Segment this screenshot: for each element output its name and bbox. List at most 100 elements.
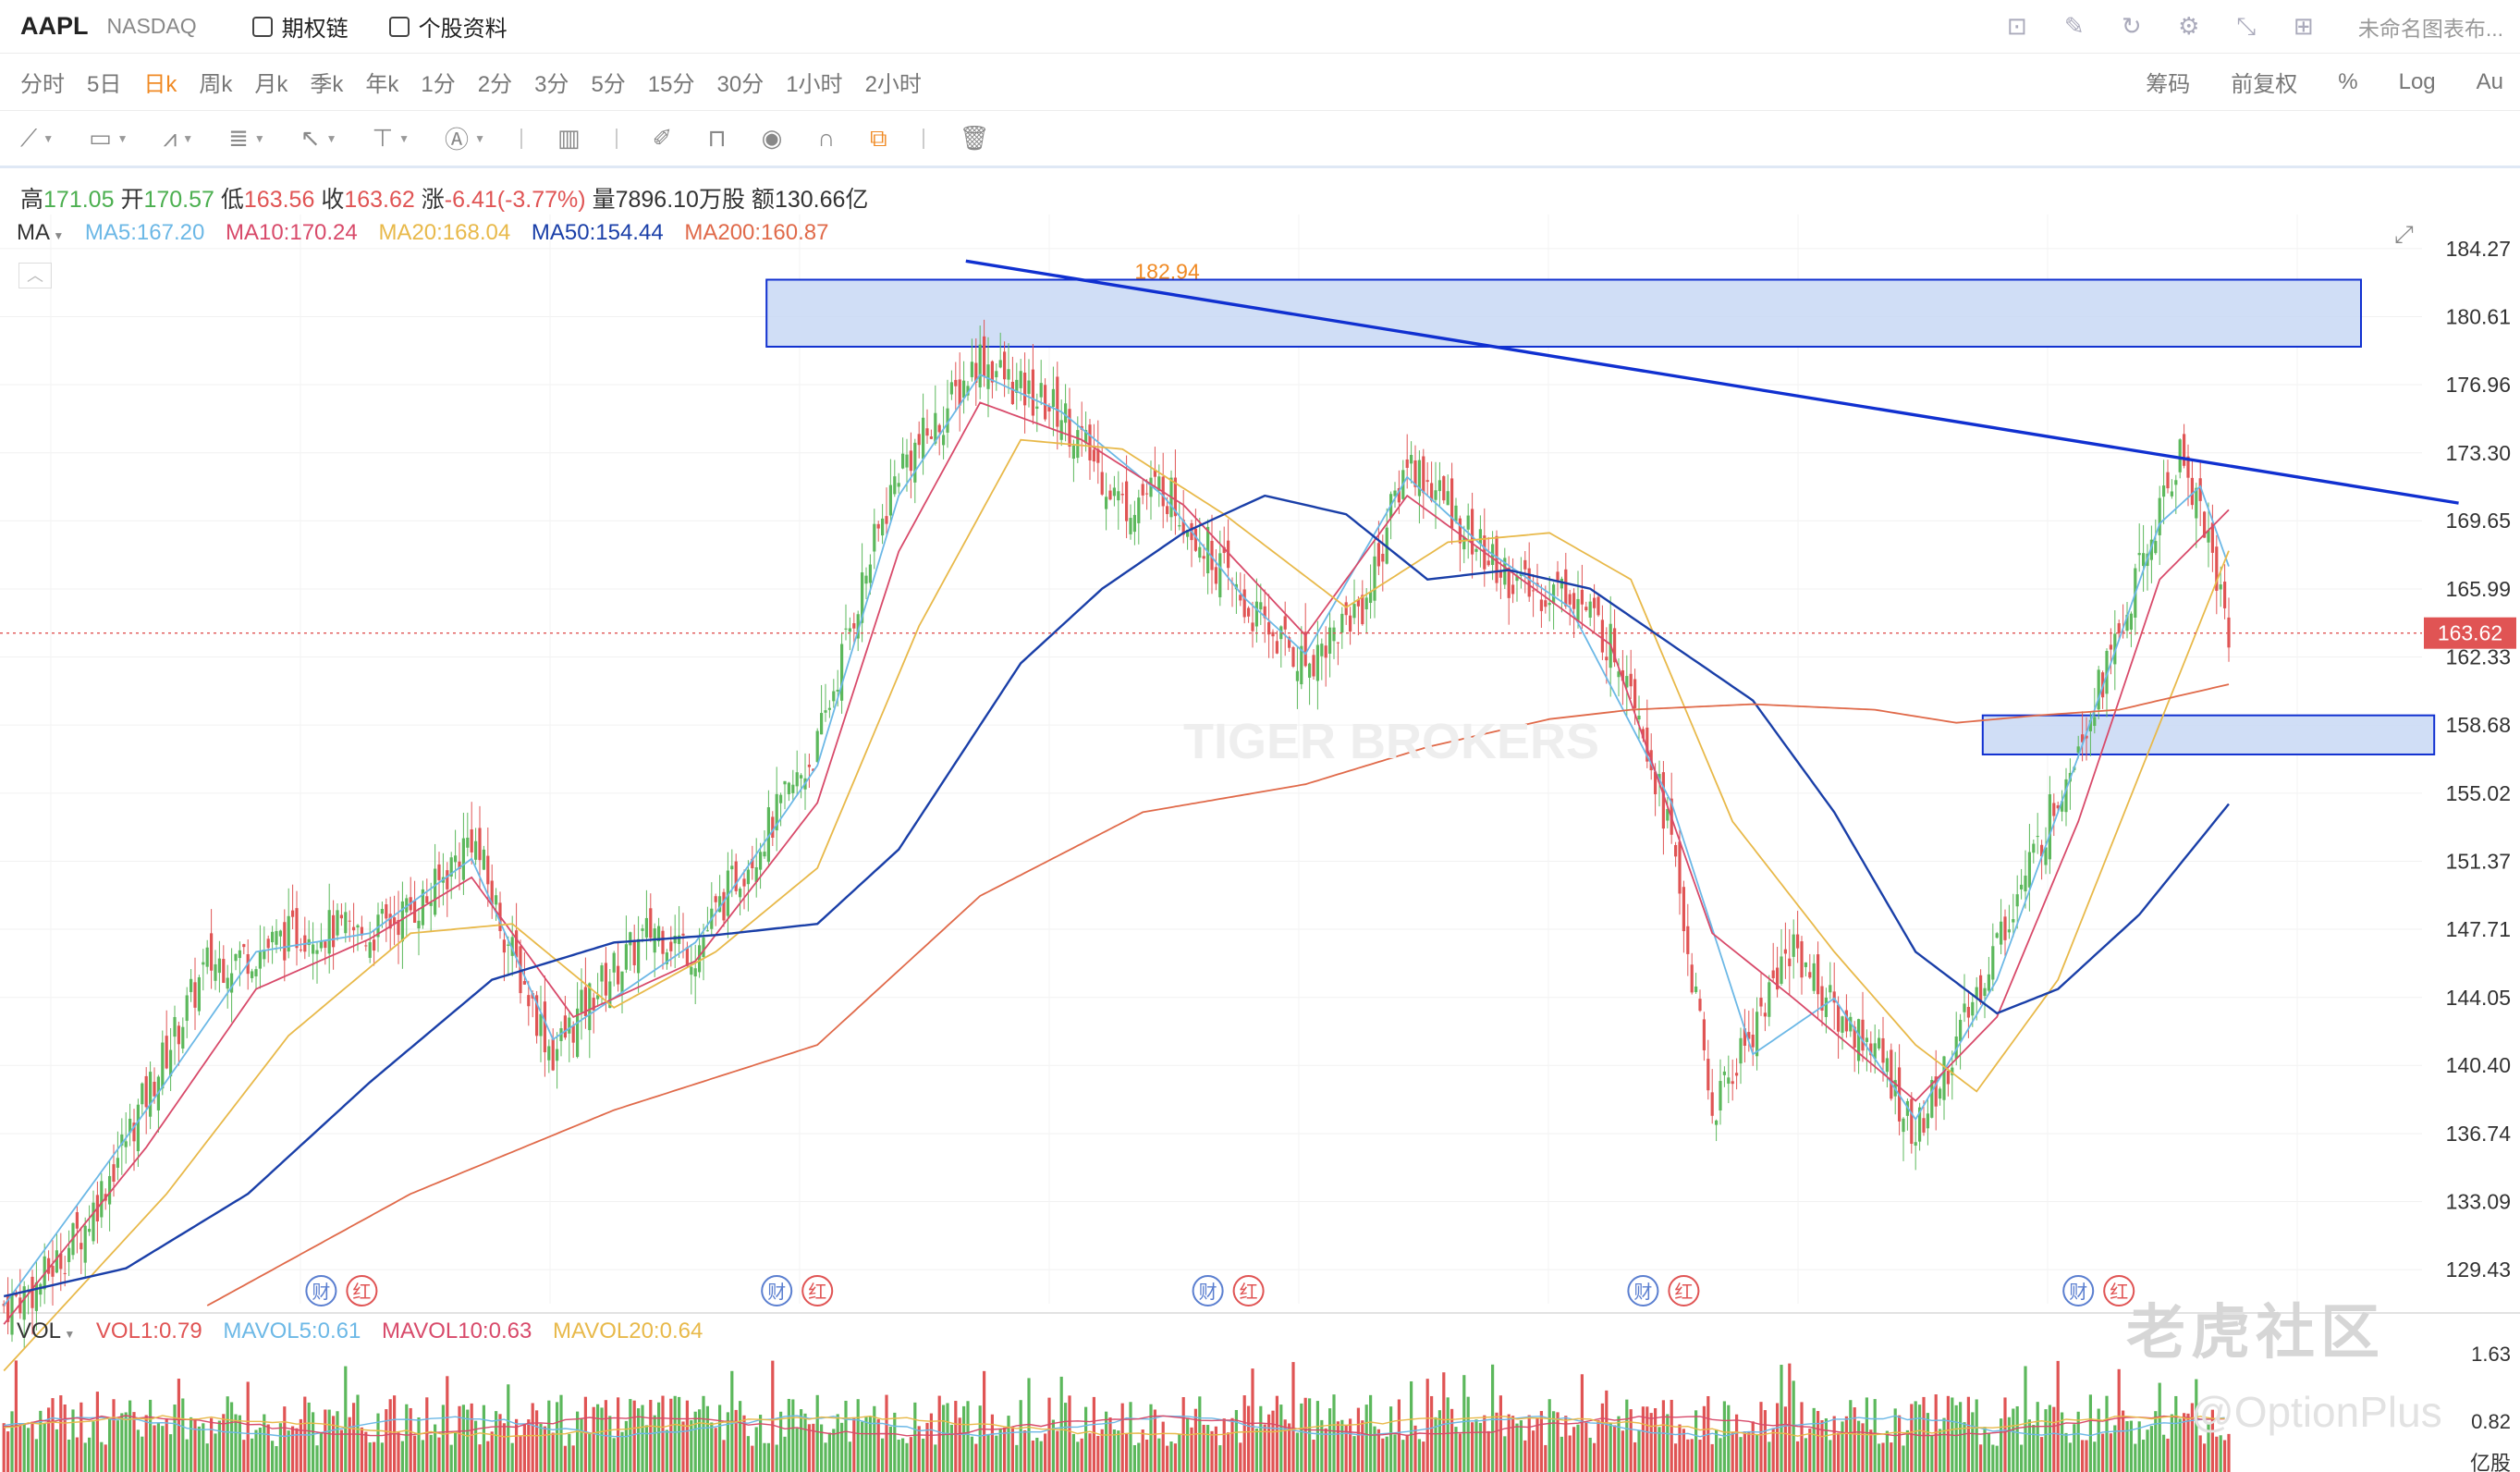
volume-bar	[917, 1426, 921, 1472]
candle-body	[893, 476, 897, 495]
candle-body	[1373, 556, 1376, 601]
chart-layout-name[interactable]: 未命名图表布...	[2357, 16, 2503, 41]
volume-bar	[1808, 1429, 1812, 1472]
volume-bar	[1747, 1431, 1751, 1472]
period-item[interactable]: 2小时	[864, 72, 922, 97]
volume-bar	[1710, 1443, 1714, 1472]
brush-icon[interactable]: ✐	[652, 124, 673, 152]
period-item[interactable]: 15分	[647, 72, 695, 97]
volume-bar	[1776, 1403, 1780, 1472]
ma20-value: MA20:168.04	[378, 220, 511, 245]
period-item[interactable]: 周k	[199, 72, 233, 97]
period-item[interactable]: 2分	[477, 72, 513, 97]
volume-bar	[2125, 1421, 2129, 1472]
bar-chart-icon[interactable]: ▥	[557, 124, 581, 152]
text-tool-icon[interactable]: Ⓐ ▼	[445, 126, 485, 153]
volume-bar	[1202, 1424, 1205, 1472]
volume-bar	[1112, 1429, 1116, 1472]
mavol5-value: MAVOL5:0.61	[223, 1319, 361, 1343]
pencil-icon[interactable]: ✎	[2063, 12, 2085, 40]
volume-bar	[1096, 1435, 1100, 1472]
line-tool-icon[interactable]: ⟋ ▼	[20, 123, 55, 152]
trash-icon[interactable]: 🗑	[959, 124, 990, 152]
refresh-icon[interactable]: ↻	[2121, 12, 2142, 40]
options-chain-link[interactable]: 期权链	[251, 10, 349, 43]
grid-icon[interactable]: ⊞	[2293, 12, 2314, 40]
fibonacci-tool-icon[interactable]: ≣ ▼	[228, 124, 265, 152]
shrink-icon[interactable]: ⤡	[2236, 11, 2257, 40]
period-item[interactable]: 3分	[534, 72, 569, 97]
measure-tool-icon[interactable]: ⊤ ▼	[372, 124, 410, 152]
lock-icon[interactable]: ⊓	[707, 124, 727, 152]
volume-bar	[888, 1426, 892, 1472]
profile-link[interactable]: 个股资料	[388, 10, 508, 43]
period-item[interactable]: 月k	[254, 72, 288, 97]
rectangle-tool-icon[interactable]: ▭ ▼	[89, 124, 128, 152]
low-label: 低	[220, 187, 244, 213]
screenshot-icon[interactable]: ⊡	[2006, 12, 2027, 40]
volume-bar	[67, 1439, 71, 1472]
gear-icon[interactable]: ⚙	[2178, 12, 2200, 40]
candle-body	[1393, 490, 1397, 497]
pattern-tool-icon[interactable]: ⩘ ▼	[163, 123, 194, 152]
collapse-icon[interactable]: ︿	[18, 263, 52, 288]
volume-bar	[897, 1440, 900, 1472]
profile-label: 个股资料	[418, 17, 508, 42]
candle-body	[339, 914, 343, 919]
divider	[615, 128, 618, 149]
volume-bar	[1580, 1374, 1584, 1472]
arrow-tool-icon[interactable]: ↖ ▼	[300, 124, 337, 152]
period-item[interactable]: 5日	[87, 72, 122, 97]
volume-bar	[1824, 1417, 1828, 1472]
candle-body	[588, 983, 592, 1031]
volume-bar	[795, 1428, 799, 1472]
dividend-badge	[2103, 1275, 2135, 1306]
candle-body	[149, 1072, 153, 1117]
volume-bar	[1019, 1400, 1022, 1472]
chips-button[interactable]: 筹码	[2146, 72, 2191, 97]
candle-body	[1731, 1081, 1734, 1085]
period-item[interactable]: 5分	[591, 72, 626, 97]
volume-bar	[990, 1414, 994, 1472]
layers-icon[interactable]: ⧉	[870, 123, 887, 152]
candle-body	[1084, 430, 1088, 444]
period-item[interactable]: 年k	[365, 72, 399, 97]
price-tick-label: 144.05	[2446, 986, 2511, 1010]
candle-body	[2093, 717, 2097, 727]
auto-toggle[interactable]: Au	[2476, 68, 2503, 94]
candle-body	[92, 1202, 95, 1242]
volume-bar	[324, 1409, 327, 1472]
volume-bar	[2215, 1436, 2219, 1472]
candle-body	[2219, 584, 2222, 590]
adjust-dropdown[interactable]: 前复权	[2231, 72, 2298, 97]
candle-body	[2137, 553, 2141, 556]
expand-icon[interactable]: ⤢	[2394, 220, 2414, 248]
volume-bar	[47, 1407, 51, 1472]
period-item[interactable]: 分时	[20, 72, 65, 97]
change-value: -6.41(-3.77%)	[444, 187, 586, 213]
volume-bar	[661, 1395, 665, 1472]
candle-body	[1332, 627, 1336, 642]
percent-toggle[interactable]: %	[2338, 68, 2358, 94]
ma-indicator-dropdown[interactable]: MA ▼	[17, 220, 65, 245]
volume-bar	[1878, 1443, 1881, 1472]
candle-body	[2113, 633, 2117, 665]
candle-body	[922, 417, 925, 460]
log-toggle[interactable]: Log	[2398, 68, 2436, 94]
period-item[interactable]: 1分	[421, 72, 456, 97]
volume-bar	[1527, 1415, 1531, 1472]
candle-body	[352, 926, 356, 931]
volume-bar	[421, 1440, 424, 1472]
volume-bar	[356, 1394, 360, 1472]
volume-bar	[1918, 1405, 1922, 1472]
period-item[interactable]: 季k	[310, 72, 344, 97]
candle-body	[1613, 628, 1617, 663]
vol-indicator-dropdown[interactable]: VOL ▼	[17, 1319, 76, 1343]
candle-body	[507, 944, 510, 946]
eye-icon[interactable]: ◉	[761, 124, 783, 152]
period-item[interactable]: 30分	[716, 72, 765, 97]
period-item-active[interactable]: 日k	[143, 72, 177, 97]
period-item[interactable]: 1小时	[786, 72, 843, 97]
magnet-icon[interactable]: ∩	[817, 124, 835, 152]
